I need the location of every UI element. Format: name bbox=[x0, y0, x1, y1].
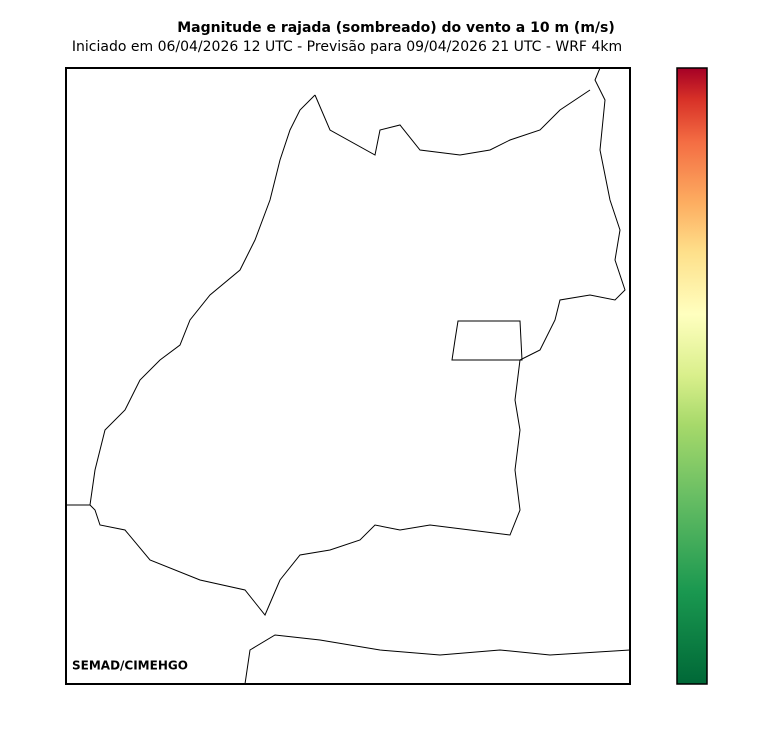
colorbar bbox=[676, 67, 708, 685]
title: Magnitude e rajada (sombreado) do vento … bbox=[177, 20, 615, 36]
state-border bbox=[314, 89, 591, 156]
borders bbox=[66, 68, 630, 684]
credit: SEMAD/CIMEHGO bbox=[72, 659, 188, 673]
state-border bbox=[244, 634, 630, 684]
district-border bbox=[451, 320, 523, 361]
map-frame bbox=[65, 67, 631, 685]
state-border bbox=[66, 68, 626, 616]
subtitle: Iniciado em 06/04/2026 12 UTC - Previsão… bbox=[72, 39, 622, 55]
